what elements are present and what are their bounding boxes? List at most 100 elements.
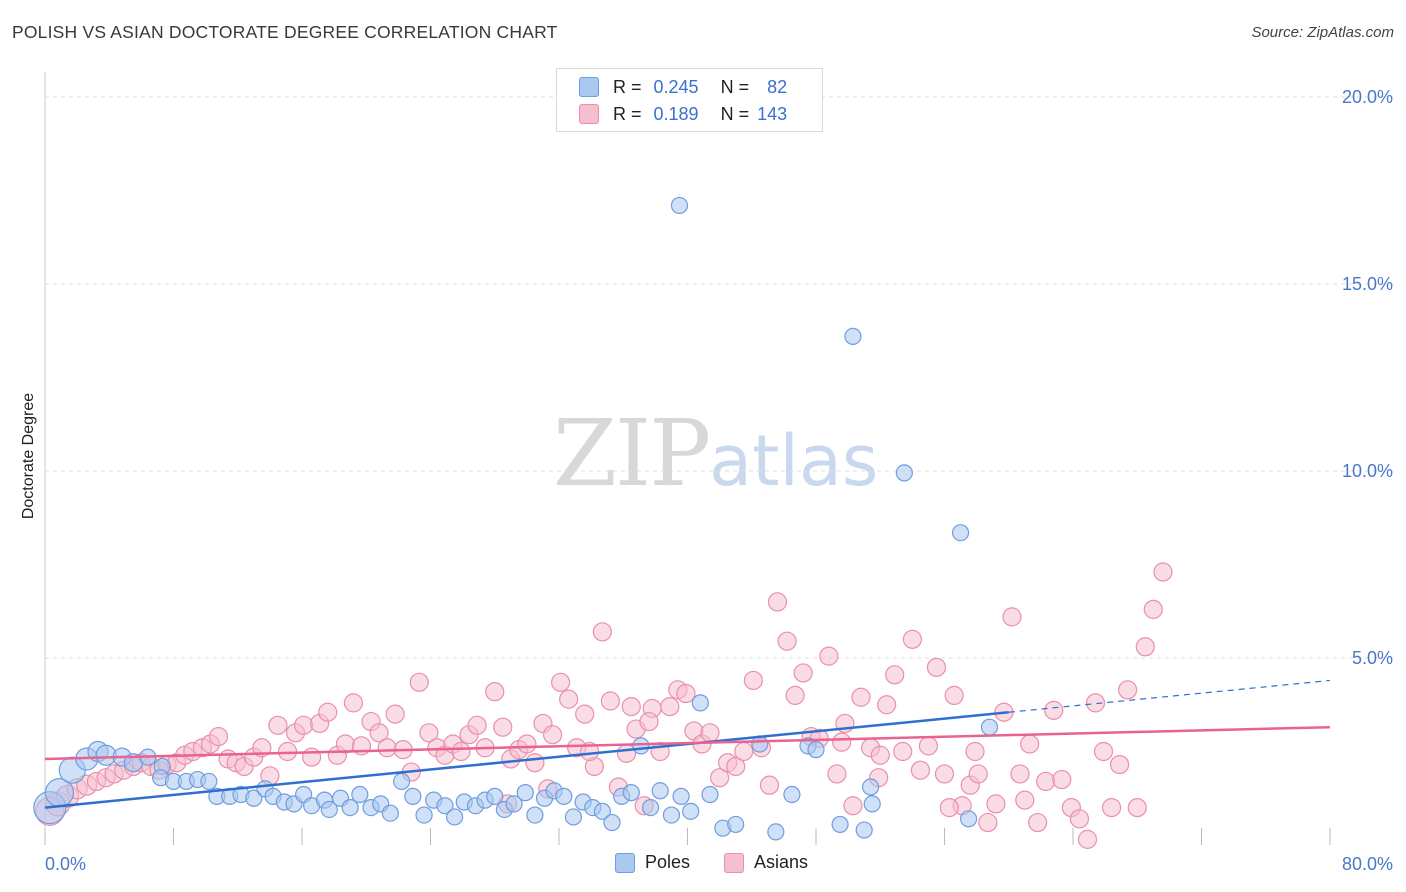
legend-r-value: 0.189 [653,103,699,124]
poles-point [404,787,422,805]
asians-point [843,796,863,816]
asians-point [268,715,288,735]
poles-point [651,782,669,800]
poles-swatch [579,77,599,97]
poles-point [415,806,433,824]
watermark: ZIPatlas [553,400,878,507]
poles-point [632,737,650,755]
source-note: Source: ZipAtlas.com [1251,24,1394,41]
poles-point [682,802,700,820]
asians-point [1028,812,1048,833]
axes [44,72,1331,845]
asians-point [759,775,780,795]
legend-n-value: 143 [757,103,788,124]
y-tick-label: 5.0% [1352,648,1393,668]
asians-point [493,717,513,737]
poles-point [855,821,873,839]
asians-swatch [579,104,599,124]
asians-point [910,760,931,780]
x-tick-label: 0.0% [45,854,86,874]
asians-point [1010,764,1030,784]
poles-point [564,808,583,826]
asians-point [902,629,922,649]
legend-n-label: N = [720,103,750,124]
poles-point [701,785,719,804]
asians-point [1127,797,1147,818]
legend-box: R = 0.245 N = 82 R = 0.189 N = 143 [556,68,823,132]
chart-title: POLISH VS ASIAN DOCTORATE DEGREE CORRELA… [12,22,558,42]
asians-point [592,622,612,642]
asians-point [621,697,641,717]
asians-point [525,753,545,773]
asians-point [1002,607,1022,627]
poles-point [622,784,640,802]
poles-point [672,787,690,805]
asians-point [419,723,439,743]
poles-point [727,815,745,834]
asians-point [877,695,897,715]
poles-point [392,772,411,791]
asians-point [377,738,397,758]
asians-point [1135,637,1155,657]
asians-point [827,764,847,784]
x-tick-label: 80.0% [1342,854,1393,874]
asians-point [1085,693,1106,713]
asians-point [777,631,797,651]
poles-trend-line [44,710,1009,809]
asians-point [1143,599,1163,619]
asians-point [710,768,730,788]
poles-trend-extension [1008,679,1331,713]
y-tick-label: 10.0% [1342,461,1393,481]
asians-point [968,764,988,784]
asians-point [1101,797,1122,818]
poles-point [516,784,534,802]
asians-point [600,691,621,711]
legend-label-poles: Poles [645,852,691,872]
asians-point [660,697,680,717]
asians-point [893,741,913,762]
asians-point [793,663,813,683]
gridlines [45,96,1393,659]
y-axis-title: Doctorate Degree [20,393,37,519]
asians-point [208,726,229,747]
poles-point [662,806,681,824]
asians-point [1153,562,1173,582]
series-legend: Poles Asians [615,852,842,873]
asians-point [294,715,314,735]
poles-point [863,795,881,813]
poles-point [445,808,464,826]
legend-n-value: 82 [767,76,788,97]
asians-point [451,741,471,762]
asians-point [302,747,322,767]
asians-point [870,745,890,765]
asians-point [542,725,563,745]
asians-point [343,693,363,713]
y-tick-label: 20.0% [1342,87,1393,107]
legend-r-value: 0.245 [653,76,699,97]
asians-point [1015,790,1035,810]
asians-point [785,685,805,706]
asians-point [926,657,947,677]
asians-point [819,646,839,666]
asians-point [1069,809,1090,829]
watermark-zip: ZIP [553,400,711,507]
legend-row-asians: R = 0.189 N = 143 [579,102,787,126]
trend-lines [44,679,1331,809]
asians-point [1020,734,1040,754]
asians-point [978,812,998,833]
asians-point [409,672,429,692]
asians-point [700,723,720,743]
asians-point [1036,771,1056,792]
poles-point [844,327,862,345]
legend-row-poles: R = 0.245 N = 82 [579,75,787,99]
asians-point [1077,829,1098,849]
asians-point [851,687,871,707]
legend-r-label: R = [613,76,642,97]
asians-point [832,732,852,752]
asians-point [986,794,1006,814]
poles-point [783,785,801,804]
asians-point [385,704,405,724]
legend-n-label: N = [720,76,750,97]
poles-point [381,804,399,822]
